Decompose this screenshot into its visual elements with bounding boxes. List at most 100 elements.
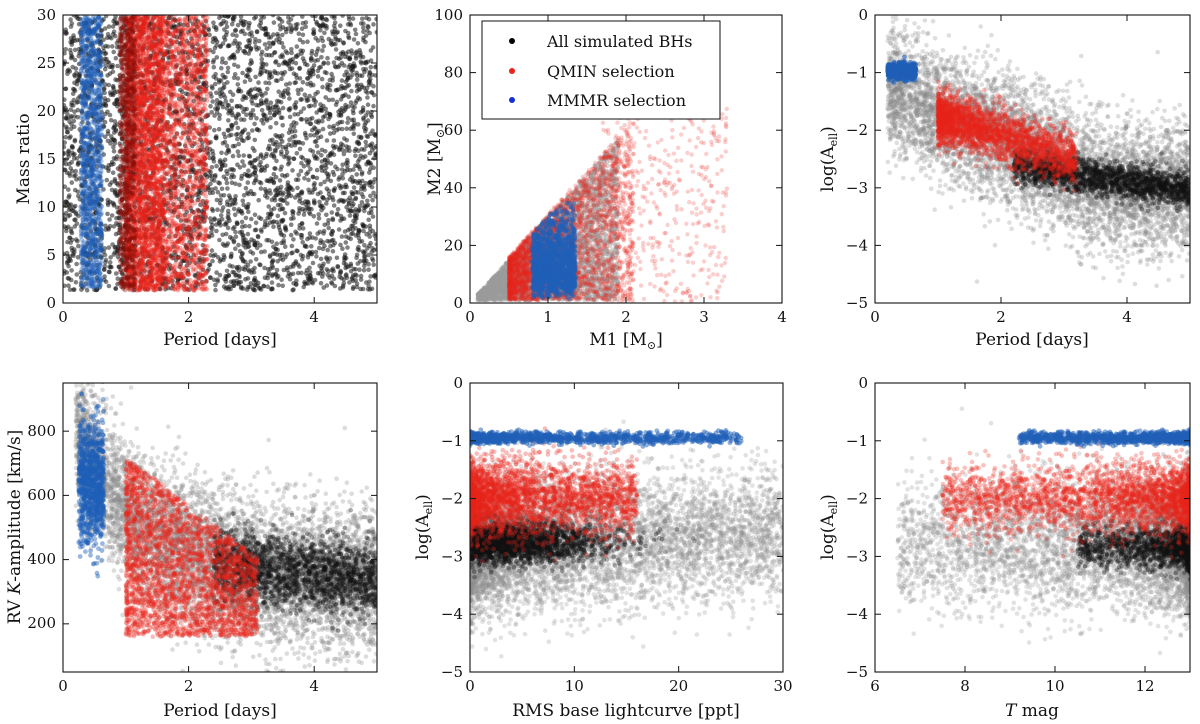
data-point <box>226 70 231 75</box>
data-point <box>241 199 246 204</box>
data-point <box>353 226 358 231</box>
data-point <box>254 103 259 108</box>
data-point <box>106 166 111 171</box>
data-point <box>70 145 75 150</box>
data-point <box>72 205 77 210</box>
data-point <box>251 113 256 118</box>
data-point <box>212 65 217 70</box>
data-point <box>254 257 259 262</box>
data-point <box>354 56 359 61</box>
data-point <box>228 263 233 268</box>
data-point <box>281 45 286 50</box>
data-point <box>301 33 306 38</box>
data-point <box>313 92 318 97</box>
data-point <box>247 240 252 245</box>
data-point <box>313 36 318 41</box>
data-point <box>73 188 78 193</box>
data-point <box>316 150 321 155</box>
data-point <box>210 187 215 192</box>
data-point <box>330 273 335 278</box>
data-point <box>229 99 234 104</box>
data-point <box>335 212 340 217</box>
data-point <box>316 192 321 197</box>
data-point <box>341 85 346 90</box>
data-point <box>357 48 362 53</box>
data-point <box>264 238 269 243</box>
data-point <box>222 35 227 40</box>
data-point <box>342 216 347 221</box>
data-point <box>323 114 328 119</box>
data-point <box>318 271 323 276</box>
data-point <box>231 92 236 97</box>
data-point <box>311 261 316 266</box>
data-point <box>219 14 224 19</box>
data-point <box>349 89 354 94</box>
data-point <box>310 49 315 54</box>
data-point <box>321 231 326 236</box>
data-point <box>318 24 323 29</box>
data-point <box>240 71 245 76</box>
data-point <box>268 191 273 196</box>
data-point <box>344 80 349 85</box>
data-point <box>317 216 322 221</box>
data-point <box>370 198 375 203</box>
data-point <box>287 107 292 112</box>
data-point <box>292 112 297 117</box>
data-point <box>218 44 223 49</box>
data-point <box>258 286 263 291</box>
data-point <box>242 118 247 123</box>
data-point <box>111 50 116 55</box>
data-point <box>328 83 333 88</box>
data-point <box>69 268 74 273</box>
data-point <box>214 164 219 169</box>
data-point <box>265 223 270 228</box>
data-point <box>372 274 377 279</box>
data-point <box>295 44 300 49</box>
data-point <box>218 22 223 27</box>
data-point <box>368 224 373 229</box>
data-point <box>366 110 371 115</box>
data-point <box>322 31 327 36</box>
data-point <box>239 176 244 181</box>
data-point <box>320 85 325 90</box>
data-point <box>371 22 376 27</box>
data-point <box>341 41 346 46</box>
data-point <box>319 55 324 60</box>
data-point <box>279 115 284 120</box>
data-point <box>356 95 361 100</box>
data-point <box>251 95 256 100</box>
data-point <box>322 61 327 66</box>
data-point <box>345 158 350 163</box>
data-point <box>234 116 239 121</box>
data-point <box>332 138 337 143</box>
data-point <box>113 286 118 291</box>
data-point <box>115 64 120 69</box>
data-point <box>269 100 274 105</box>
data-point <box>283 27 288 32</box>
data-point <box>316 136 321 141</box>
data-point <box>301 141 306 146</box>
data-point <box>249 58 254 63</box>
data-point <box>316 46 321 51</box>
data-point <box>113 141 118 146</box>
data-point <box>330 210 335 215</box>
data-point <box>287 96 292 101</box>
data-point <box>278 167 283 172</box>
data-point <box>228 196 233 201</box>
data-point <box>308 117 313 122</box>
data-point <box>276 16 281 21</box>
data-point <box>293 143 298 148</box>
data-point <box>358 204 363 209</box>
data-point <box>354 147 359 152</box>
data-point <box>240 138 245 143</box>
data-point <box>292 157 297 162</box>
data-point <box>293 129 298 134</box>
data-point <box>72 174 77 179</box>
data-point <box>295 193 300 198</box>
data-point <box>69 101 74 106</box>
data-point <box>273 133 278 138</box>
data-point <box>210 248 215 253</box>
data-point <box>225 199 230 204</box>
data-point <box>306 163 311 168</box>
data-point <box>335 100 340 105</box>
